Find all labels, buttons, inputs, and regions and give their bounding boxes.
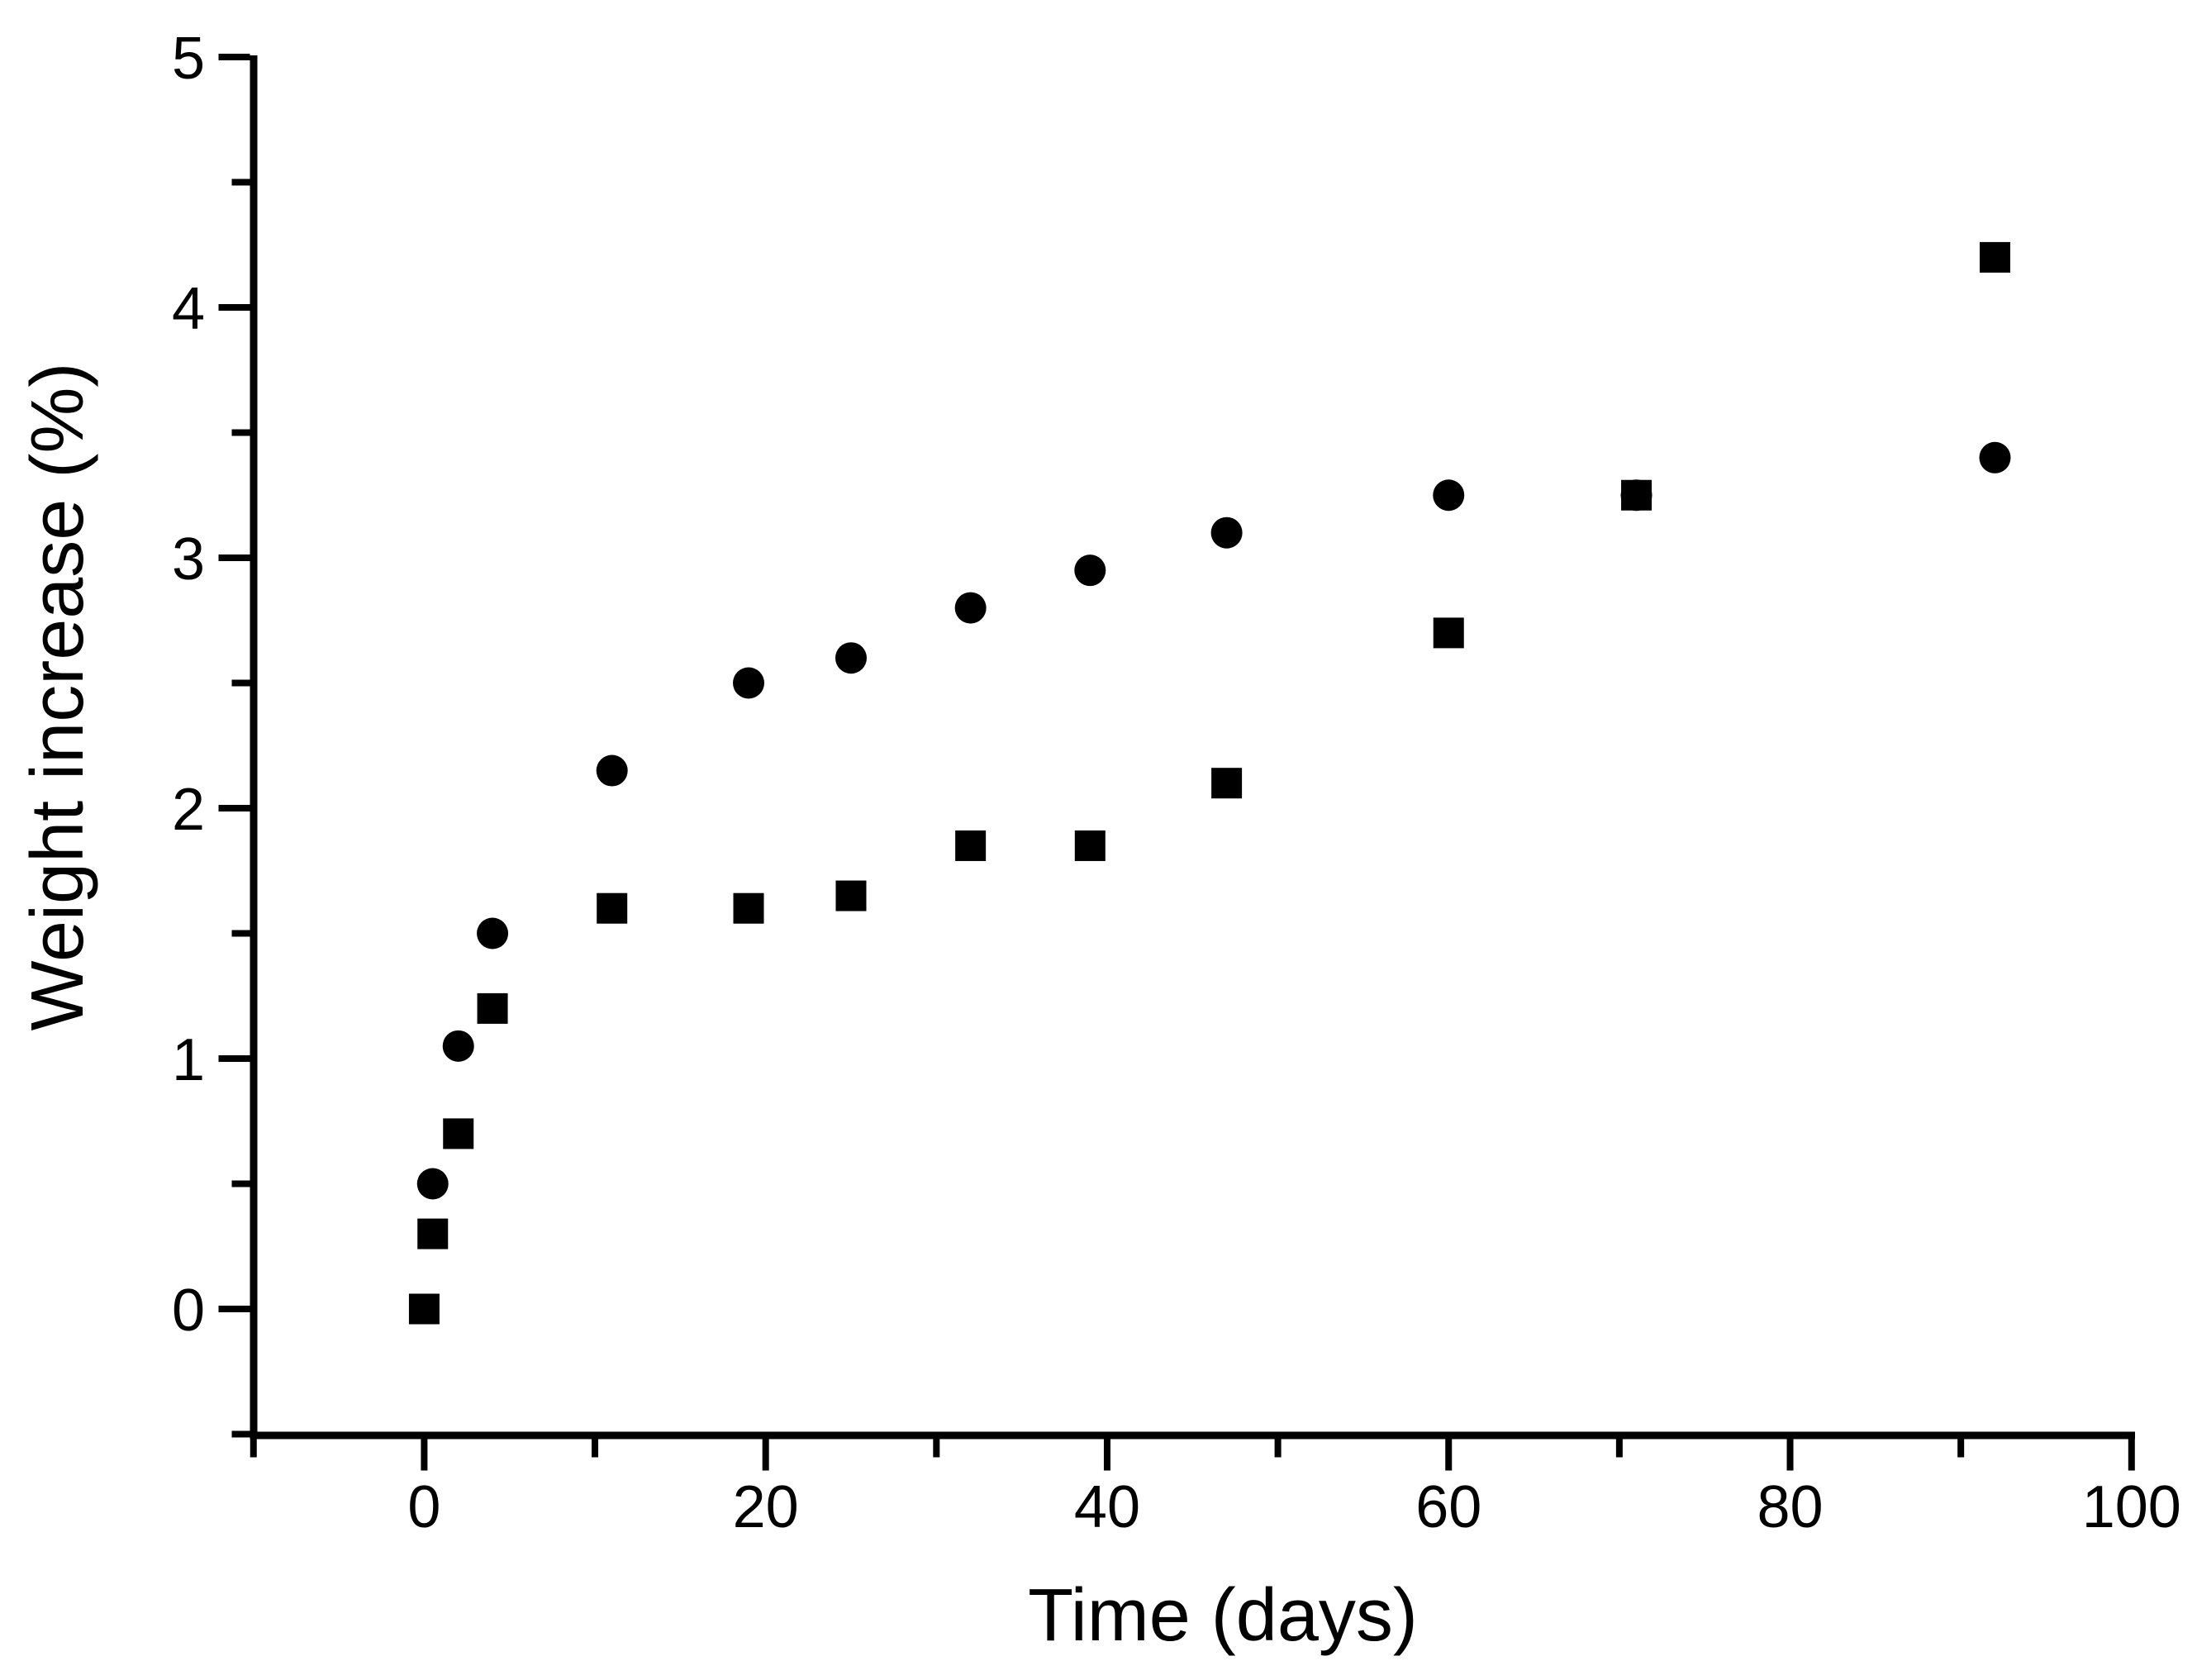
data-point-square xyxy=(1621,479,1653,511)
x-tick-label: 100 xyxy=(2082,1474,2181,1540)
series-squares xyxy=(408,241,2010,1325)
data-point-square xyxy=(733,892,764,924)
data-point-circle xyxy=(954,592,987,624)
y-tick-label: 1 xyxy=(172,1027,205,1093)
data-point-square xyxy=(1979,241,2010,273)
y-tick-label: 2 xyxy=(172,777,205,843)
axis-ticks xyxy=(218,54,2135,1471)
x-tick-label: 60 xyxy=(1415,1474,1481,1540)
data-point-circle xyxy=(477,917,509,949)
series-circles xyxy=(416,441,2011,1200)
data-point-square xyxy=(408,1293,440,1325)
data-point-square xyxy=(835,880,867,911)
x-tick-label: 20 xyxy=(733,1474,799,1540)
y-tick-label: 5 xyxy=(172,26,205,92)
y-tick-label: 4 xyxy=(172,276,205,342)
data-point-square xyxy=(1074,830,1106,861)
y-axis-title: Weight increase (%) xyxy=(17,363,99,1031)
data-point-square xyxy=(955,830,987,861)
data-point-circle xyxy=(596,754,628,787)
x-tick-labels: 0 20 40 60 80 100 xyxy=(407,1474,2180,1540)
data-point-square xyxy=(417,1218,449,1249)
data-point-circle xyxy=(416,1168,449,1200)
data-point-circle xyxy=(1074,554,1106,587)
x-tick-label: 80 xyxy=(1757,1474,1823,1540)
data-point-square xyxy=(1433,617,1464,649)
data-point-square xyxy=(597,892,628,924)
x-tick-label: 40 xyxy=(1074,1474,1140,1540)
y-tick-labels: 0 1 2 3 4 5 xyxy=(172,26,205,1344)
data-point-circle xyxy=(733,667,765,699)
axes xyxy=(250,55,2135,1440)
data-point-circle xyxy=(835,642,867,674)
data-point-circle xyxy=(1979,441,2011,474)
data-point-square xyxy=(477,992,508,1024)
y-tick-label: 3 xyxy=(172,526,205,593)
data-point-circle xyxy=(1210,516,1243,549)
data-point-circle xyxy=(1433,479,1465,512)
data-point-square xyxy=(443,1118,474,1149)
data-point-circle xyxy=(442,1030,474,1062)
y-tick-label: 0 xyxy=(172,1278,205,1344)
data-point-square xyxy=(1211,768,1243,799)
x-axis-title: Time (days) xyxy=(1028,1574,1418,1657)
x-tick-label: 0 xyxy=(407,1474,440,1540)
